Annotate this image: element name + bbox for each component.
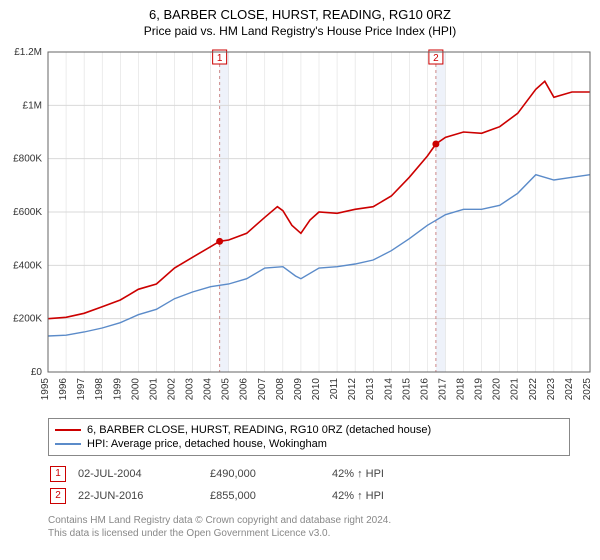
- svg-text:2022: 2022: [528, 378, 539, 401]
- event-marker-box: 2: [50, 488, 66, 504]
- svg-text:1998: 1998: [94, 378, 105, 401]
- svg-text:2007: 2007: [257, 378, 268, 401]
- legend-item: HPI: Average price, detached house, Woki…: [55, 437, 563, 451]
- svg-text:£400K: £400K: [13, 261, 42, 272]
- legend-label: HPI: Average price, detached house, Woki…: [87, 438, 327, 450]
- svg-text:2024: 2024: [564, 378, 575, 401]
- svg-text:2014: 2014: [383, 378, 394, 401]
- svg-text:£1M: £1M: [23, 101, 42, 112]
- legend-swatch: [55, 429, 81, 431]
- svg-text:2000: 2000: [130, 378, 141, 401]
- events-table: 1 02-JUL-2004 £490,000 42% ↑ HPI 2 22-JU…: [48, 462, 396, 508]
- svg-text:2011: 2011: [329, 378, 340, 400]
- svg-text:1999: 1999: [112, 378, 123, 401]
- svg-text:1: 1: [217, 53, 223, 64]
- event-pct: 42% ↑ HPI: [332, 464, 394, 484]
- svg-text:2013: 2013: [365, 378, 376, 401]
- svg-text:£800K: £800K: [13, 154, 42, 165]
- page-subtitle: Price paid vs. HM Land Registry's House …: [0, 24, 600, 42]
- svg-text:£200K: £200K: [13, 314, 42, 325]
- table-row: 2 22-JUN-2016 £855,000 42% ↑ HPI: [50, 486, 394, 506]
- svg-text:2: 2: [433, 53, 439, 64]
- svg-text:1995: 1995: [40, 378, 51, 401]
- table-row: 1 02-JUL-2004 £490,000 42% ↑ HPI: [50, 464, 394, 484]
- price-chart: £0 £200K £400K £600K £800K £1M £1.2M 1995 1996 19…: [0, 42, 600, 412]
- svg-text:1997: 1997: [76, 378, 87, 401]
- svg-text:2006: 2006: [239, 378, 250, 401]
- svg-text:2021: 2021: [510, 378, 521, 401]
- svg-text:2012: 2012: [347, 378, 358, 401]
- svg-text:£0: £0: [31, 367, 43, 378]
- svg-text:2004: 2004: [203, 378, 214, 401]
- event-price: £490,000: [210, 464, 330, 484]
- svg-text:2008: 2008: [275, 378, 286, 401]
- svg-text:2003: 2003: [185, 378, 196, 401]
- event-date: 02-JUL-2004: [78, 464, 208, 484]
- svg-text:2019: 2019: [474, 378, 485, 401]
- svg-text:2016: 2016: [419, 378, 430, 401]
- svg-text:2005: 2005: [221, 378, 232, 401]
- footer: Contains HM Land Registry data © Crown c…: [48, 514, 570, 540]
- event-price: £855,000: [210, 486, 330, 506]
- svg-text:2009: 2009: [293, 378, 304, 401]
- svg-text:2001: 2001: [148, 378, 159, 401]
- svg-text:2020: 2020: [492, 378, 503, 401]
- event-marker-box: 1: [50, 466, 66, 482]
- svg-text:£1.2M: £1.2M: [14, 47, 42, 58]
- legend: 6, BARBER CLOSE, HURST, READING, RG10 0R…: [48, 418, 570, 456]
- svg-text:2023: 2023: [546, 378, 557, 401]
- svg-text:2002: 2002: [166, 378, 177, 401]
- svg-text:2018: 2018: [456, 378, 467, 401]
- footer-line: This data is licensed under the Open Gov…: [48, 527, 570, 540]
- footer-line: Contains HM Land Registry data © Crown c…: [48, 514, 570, 527]
- svg-text:2025: 2025: [582, 378, 593, 401]
- event-pct: 42% ↑ HPI: [332, 486, 394, 506]
- event-date: 22-JUN-2016: [78, 486, 208, 506]
- svg-text:2017: 2017: [437, 378, 448, 401]
- svg-text:2015: 2015: [401, 378, 412, 401]
- svg-text:1996: 1996: [58, 378, 69, 401]
- legend-label: 6, BARBER CLOSE, HURST, READING, RG10 0R…: [87, 424, 431, 436]
- svg-text:£600K: £600K: [13, 207, 42, 218]
- legend-swatch: [55, 443, 81, 445]
- legend-item: 6, BARBER CLOSE, HURST, READING, RG10 0R…: [55, 423, 563, 437]
- svg-text:2010: 2010: [311, 378, 322, 401]
- page-title: 6, BARBER CLOSE, HURST, READING, RG10 0R…: [0, 0, 600, 24]
